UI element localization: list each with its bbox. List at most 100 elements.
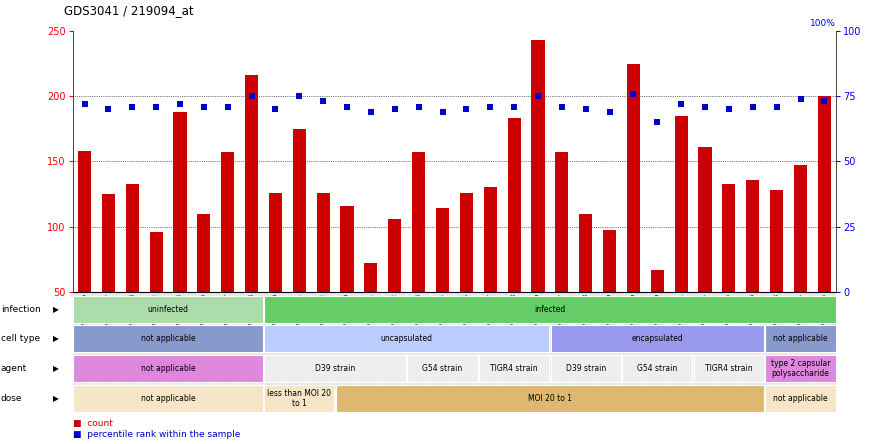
- Bar: [650, 270, 664, 292]
- Point: [722, 106, 736, 113]
- Bar: [293, 129, 306, 292]
- Bar: [484, 187, 496, 292]
- Point: [435, 108, 450, 115]
- FancyBboxPatch shape: [789, 292, 812, 391]
- Text: not applicable: not applicable: [141, 334, 196, 343]
- Bar: [389, 219, 401, 292]
- Point: [388, 106, 402, 113]
- Bar: [794, 165, 807, 292]
- Point: [149, 103, 163, 110]
- FancyBboxPatch shape: [144, 292, 168, 391]
- Point: [531, 93, 545, 100]
- Bar: [622, 355, 692, 382]
- Bar: [407, 355, 478, 382]
- FancyBboxPatch shape: [478, 292, 502, 391]
- Point: [196, 103, 211, 110]
- Point: [698, 103, 712, 110]
- Bar: [150, 232, 163, 292]
- Bar: [265, 296, 835, 322]
- Point: [459, 106, 473, 113]
- Bar: [766, 325, 835, 352]
- Bar: [412, 152, 425, 292]
- FancyBboxPatch shape: [765, 292, 789, 391]
- FancyBboxPatch shape: [288, 292, 312, 391]
- Text: TIGR4 strain: TIGR4 strain: [490, 364, 538, 373]
- Point: [220, 103, 235, 110]
- Text: ▶: ▶: [53, 305, 59, 313]
- Text: ■  percentile rank within the sample: ■ percentile rank within the sample: [73, 430, 240, 439]
- Bar: [335, 385, 764, 412]
- FancyBboxPatch shape: [621, 292, 645, 391]
- Point: [173, 100, 187, 107]
- Text: uncapsulated: uncapsulated: [381, 334, 433, 343]
- Bar: [73, 355, 263, 382]
- FancyBboxPatch shape: [741, 292, 765, 391]
- Text: G54 strain: G54 strain: [422, 364, 463, 373]
- Point: [794, 95, 808, 103]
- FancyBboxPatch shape: [73, 292, 96, 391]
- Point: [818, 98, 832, 105]
- Bar: [245, 75, 258, 292]
- FancyBboxPatch shape: [216, 292, 240, 391]
- Bar: [766, 385, 835, 412]
- Text: D39 strain: D39 strain: [315, 364, 355, 373]
- Text: uninfected: uninfected: [148, 305, 189, 313]
- Point: [507, 103, 521, 110]
- Bar: [550, 325, 764, 352]
- Bar: [694, 355, 764, 382]
- Point: [101, 106, 115, 113]
- Point: [483, 103, 497, 110]
- Text: MOI 20 to 1: MOI 20 to 1: [528, 394, 572, 403]
- Bar: [555, 152, 568, 292]
- Bar: [317, 193, 330, 292]
- Bar: [531, 40, 544, 292]
- Point: [770, 103, 784, 110]
- Bar: [265, 325, 550, 352]
- Text: ▶: ▶: [53, 394, 59, 403]
- Text: not applicable: not applicable: [773, 394, 827, 403]
- Bar: [78, 151, 91, 292]
- Text: infection: infection: [1, 305, 41, 313]
- Text: agent: agent: [1, 364, 27, 373]
- Bar: [674, 116, 688, 292]
- FancyBboxPatch shape: [597, 292, 621, 391]
- Point: [627, 90, 641, 97]
- Bar: [698, 147, 712, 292]
- Bar: [479, 355, 550, 382]
- Text: infected: infected: [535, 305, 566, 313]
- Bar: [550, 355, 620, 382]
- Bar: [173, 112, 187, 292]
- Bar: [579, 214, 592, 292]
- Bar: [603, 230, 616, 292]
- FancyBboxPatch shape: [192, 292, 216, 391]
- Bar: [770, 190, 783, 292]
- Point: [125, 103, 139, 110]
- Point: [746, 103, 760, 110]
- Bar: [197, 214, 211, 292]
- Bar: [73, 385, 263, 412]
- Point: [555, 103, 569, 110]
- Bar: [269, 193, 282, 292]
- Text: ▶: ▶: [53, 364, 59, 373]
- Point: [412, 103, 426, 110]
- FancyBboxPatch shape: [693, 292, 717, 391]
- FancyBboxPatch shape: [645, 292, 669, 391]
- Point: [603, 108, 617, 115]
- Bar: [766, 355, 835, 382]
- FancyBboxPatch shape: [383, 292, 407, 391]
- FancyBboxPatch shape: [96, 292, 120, 391]
- Point: [244, 93, 258, 100]
- Text: D39 strain: D39 strain: [566, 364, 606, 373]
- Text: not applicable: not applicable: [773, 334, 827, 343]
- Bar: [221, 152, 235, 292]
- Text: encapsulated: encapsulated: [631, 334, 683, 343]
- Bar: [73, 296, 263, 322]
- Point: [579, 106, 593, 113]
- Bar: [722, 183, 735, 292]
- Text: not applicable: not applicable: [141, 364, 196, 373]
- FancyBboxPatch shape: [120, 292, 144, 391]
- Bar: [460, 193, 473, 292]
- Text: not applicable: not applicable: [141, 394, 196, 403]
- FancyBboxPatch shape: [526, 292, 550, 391]
- Point: [292, 93, 306, 100]
